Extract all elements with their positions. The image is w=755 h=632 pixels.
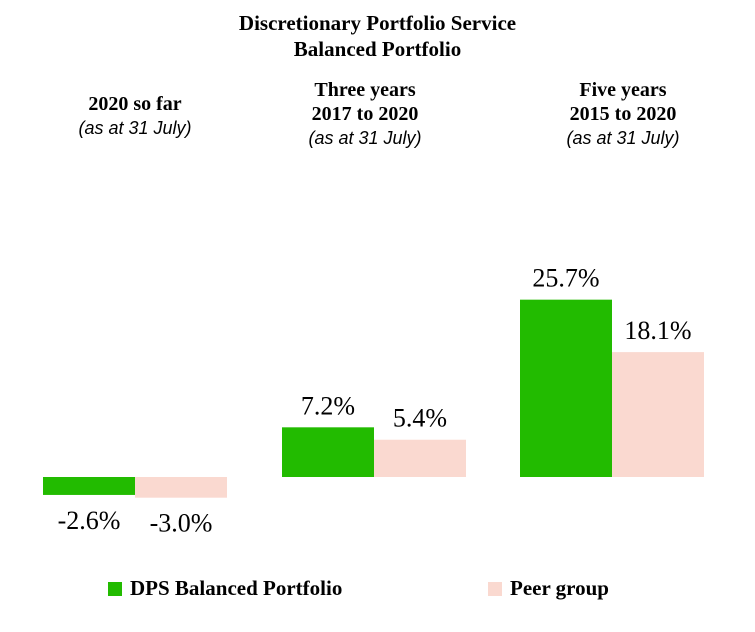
period-label: Five years (579, 79, 667, 101)
legend-swatch-dps (108, 581, 122, 596)
period-label: 2020 so far (88, 93, 182, 115)
legend-label-dps: DPS Balanced Portfolio (130, 576, 343, 600)
period-header-ytd: 2020 so far (as at 31 July) (25, 92, 245, 140)
bar-dps-0 (43, 477, 135, 495)
bar-dps-1 (282, 427, 374, 477)
title-line: Discretionary Portfolio Service (238, 11, 517, 35)
bar-peer-2 (612, 352, 704, 477)
chart-title: Discretionary Portfolio Service Balanced… (0, 10, 755, 62)
bar-dps-2 (520, 299, 612, 477)
data-label-peer-2: 18.1% (624, 316, 691, 345)
legend-item-peer: Peer group (488, 576, 609, 601)
data-label-dps-0: -2.6% (58, 506, 121, 535)
period-label: Three years (314, 79, 416, 101)
bar-peer-1 (374, 439, 466, 477)
period-sublabel: 2015 to 2020 (569, 103, 677, 125)
period-note: (as at 31 July) (308, 128, 422, 148)
data-label-peer-0: -3.0% (150, 509, 213, 538)
subtitle-line: Balanced Portfolio (293, 37, 462, 61)
bar-peer-0 (135, 477, 227, 498)
data-label-dps-2: 25.7% (532, 264, 599, 293)
legend-item-dps: DPS Balanced Portfolio (108, 576, 342, 601)
period-header-five-years: Five years 2015 to 2020 (as at 31 July) (513, 78, 733, 150)
period-sublabel: 2017 to 2020 (311, 103, 419, 125)
period-header-three-years: Three years 2017 to 2020 (as at 31 July) (255, 78, 475, 150)
data-label-peer-1: 5.4% (393, 404, 447, 433)
data-label-dps-1: 7.2% (301, 391, 355, 420)
legend-label-peer: Peer group (510, 576, 609, 600)
legend-swatch-peer (488, 581, 502, 596)
period-note: (as at 31 July) (78, 118, 192, 138)
period-note: (as at 31 July) (566, 128, 680, 148)
